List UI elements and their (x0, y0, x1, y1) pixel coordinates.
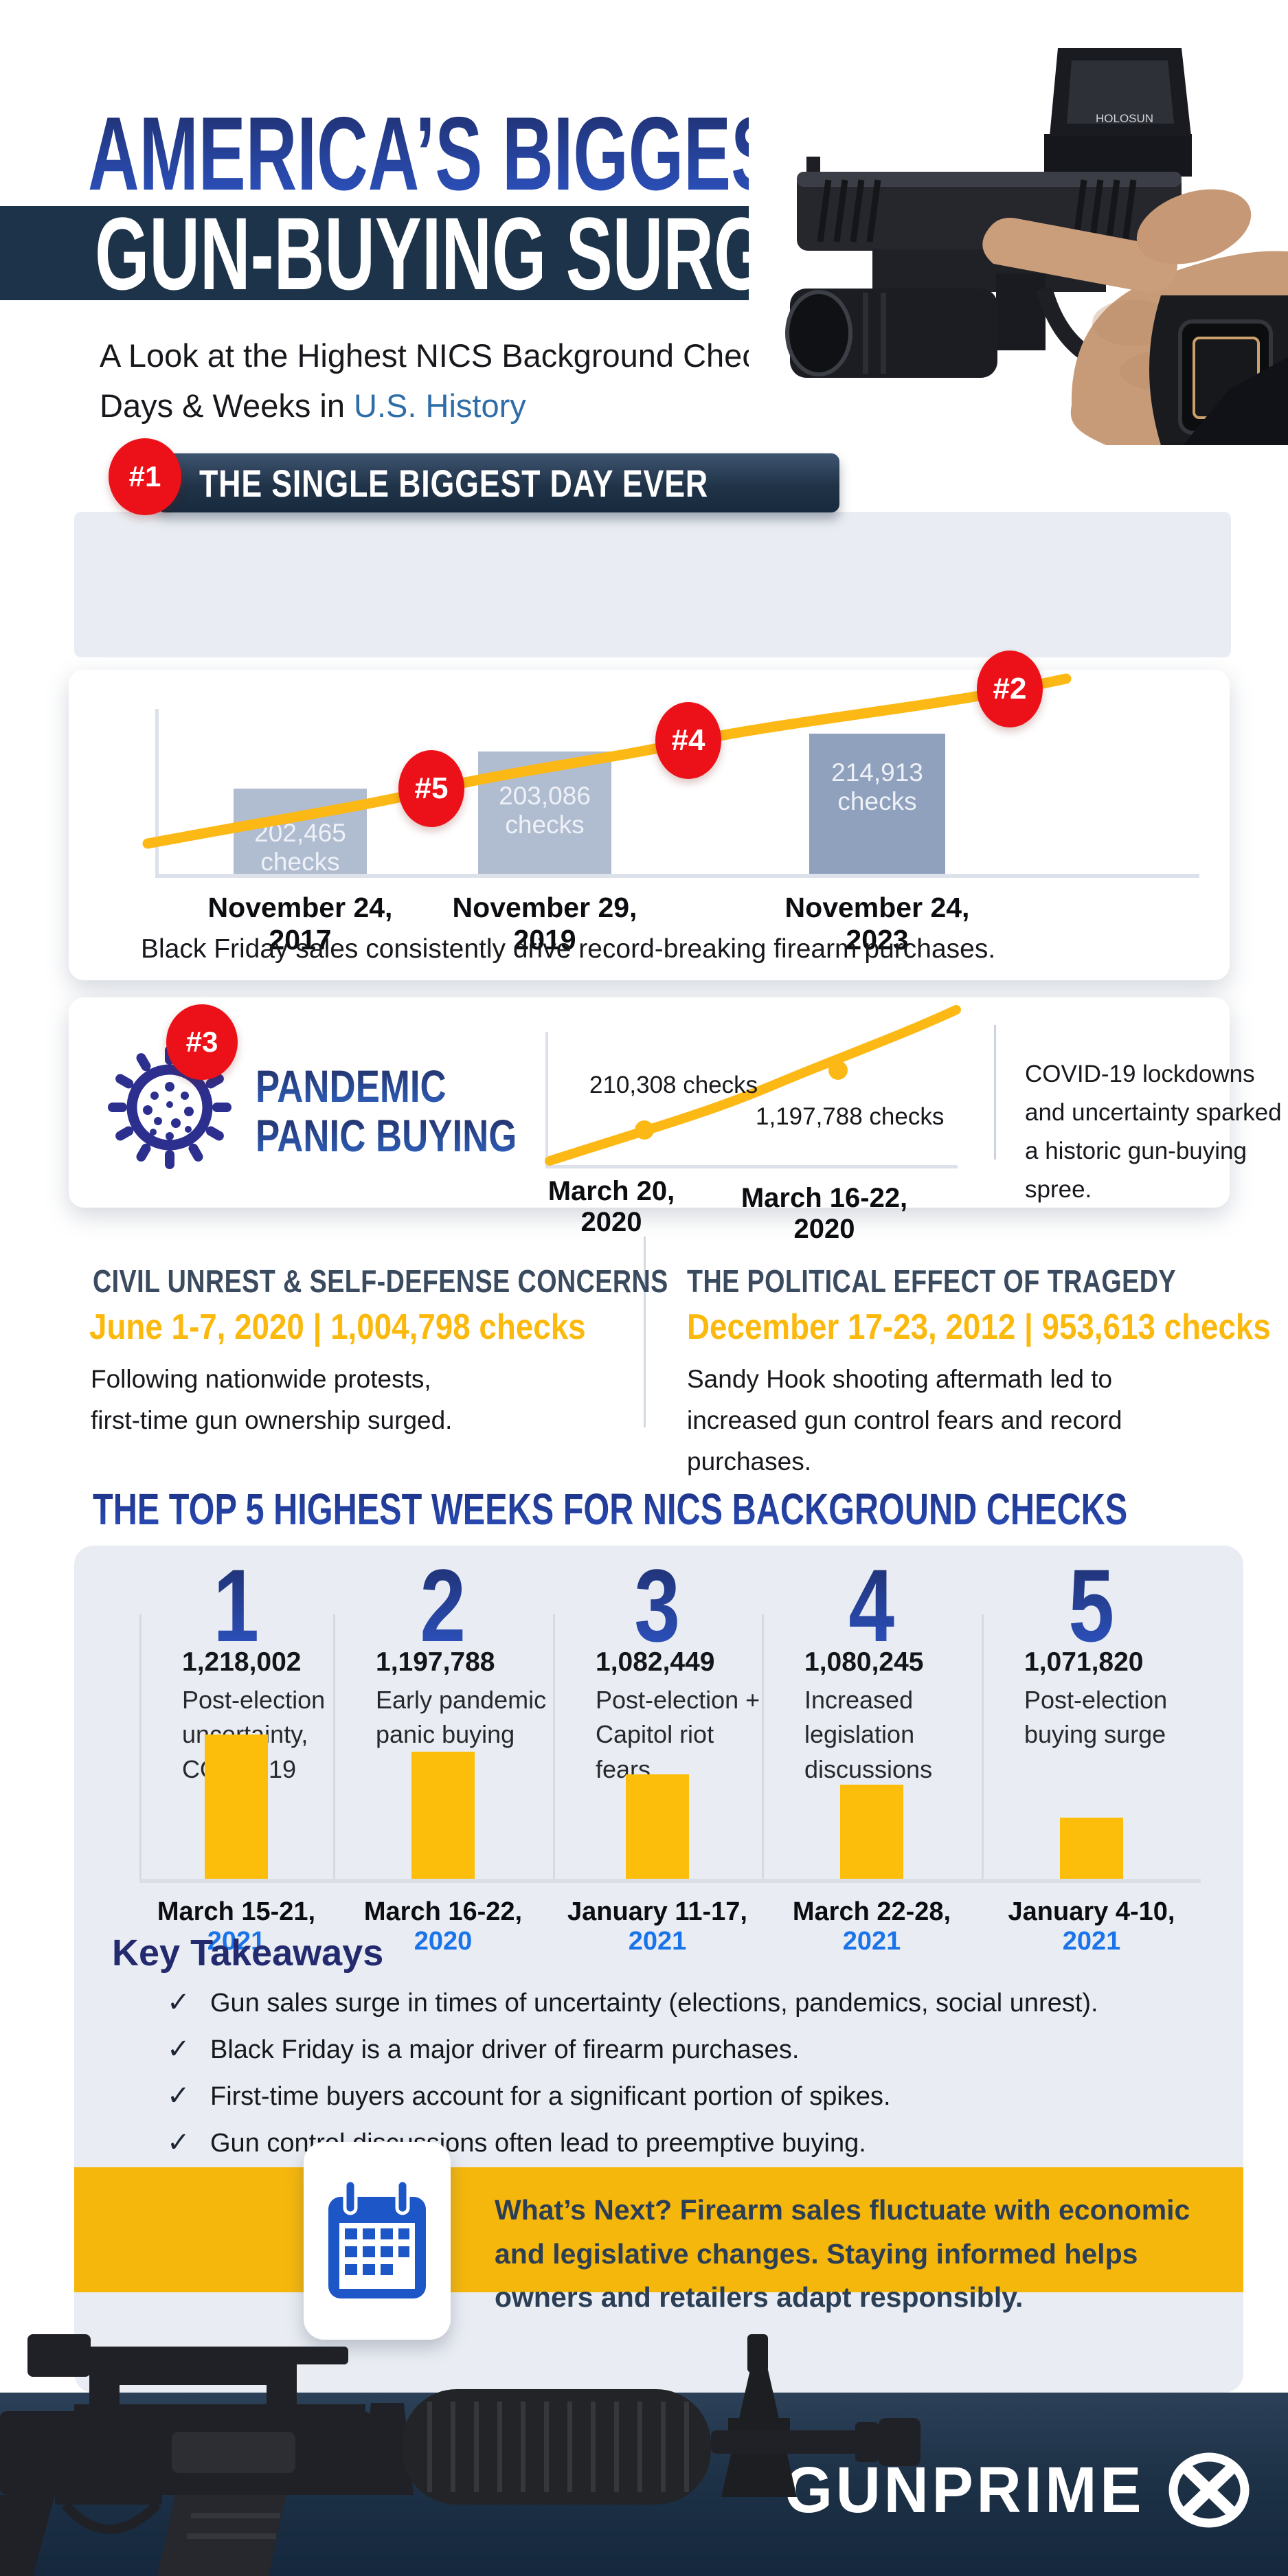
pan-point-label-2: 1,197,788 checks (756, 1103, 945, 1130)
bf-bar-label: 203,086 checks (499, 782, 591, 839)
top5-date-5: January 4-10, 2021 (1008, 1897, 1175, 1956)
column-separator (333, 1614, 335, 1880)
top5-date-4: March 22-28, 2021 (792, 1897, 951, 1956)
top5-desc-3: Post-election + Capitol riot fears (596, 1686, 760, 1783)
top5-date-1: March 15-21, 2021 (157, 1897, 316, 1956)
brand-crosshair-icon (1168, 2452, 1250, 2528)
bf-bar-2023 (809, 734, 945, 874)
virus-icon (108, 1046, 231, 1169)
pan-date-1: March 20, 2020 (547, 1176, 675, 1237)
top5-rank-1: 1 (213, 1548, 260, 1663)
top5-rank-2: 2 (420, 1548, 466, 1663)
check-icon: ✓ (167, 1987, 190, 2018)
bf-bar-2017 (234, 789, 367, 874)
top5-rank-4: 4 (848, 1548, 895, 1663)
subtitle-highlight: U.S. History (354, 387, 526, 424)
civil-unrest-description: Following nationwide protests, first-tim… (91, 1365, 453, 1434)
column-separator (553, 1614, 555, 1880)
top5-title: THE TOP 5 HIGHEST WEEKS FOR NICS BACKGRO… (93, 1484, 1128, 1534)
whats-next-text: What’s Next? Firearm sales fluctuate wit… (495, 2194, 1190, 2314)
top5-desc-5: Post-election buying surge (1024, 1686, 1168, 1749)
bf-y-axis (155, 709, 159, 878)
takeaway-item: First-time buyers account for a signific… (210, 2082, 891, 2111)
top5-desc-4: Increased legislation discussions (804, 1686, 933, 1783)
rank-badge-4: #4 (655, 702, 721, 779)
bf-date-2019: November 29, 2019 (452, 892, 637, 956)
page-subtitle: A Look at the Highest NICS Background Ch… (100, 337, 775, 424)
civil-unrest-stat: June 1-7, 2020 | 1,004,798 checks (89, 1307, 586, 1347)
bf-trend-line (142, 673, 1072, 849)
calendar-icon (328, 2180, 426, 2298)
top5-date-3: January 11-17, 2021 (567, 1897, 747, 1956)
whats-next-banner (74, 2167, 1243, 2292)
pan-point-label-1: 210,308 checks (589, 1072, 758, 1098)
pan-x-axis (545, 1165, 958, 1168)
top5-value-3: 1,082,449 (596, 1647, 715, 1677)
divider (644, 1236, 646, 1427)
biggest-day-card (74, 512, 1231, 657)
bf-bar-label: 214,913 checks (831, 758, 923, 815)
top5-date-2: March 16-22, 2020 (363, 1897, 523, 1956)
civil-unrest-heading: CIVIL UNREST & SELF-DEFENSE CONCERNS (93, 1263, 668, 1299)
top5-value-2: 1,197,788 (376, 1647, 495, 1677)
key-takeaways-title: Key Takeaways (112, 1932, 384, 1974)
top5-bar-2 (411, 1752, 475, 1879)
rank-badge-1: #1 (109, 438, 181, 515)
top5-bar-3 (626, 1774, 689, 1879)
tragedy-description: Sandy Hook shooting aftermath led to inc… (687, 1365, 1122, 1476)
rifle-photo (0, 2322, 920, 2576)
bf-date-2023: November 24, 2023 (784, 892, 970, 956)
top5-rank-5: 5 (1068, 1548, 1115, 1663)
pan-date-2: March 16-22, 2020 (741, 1183, 908, 1244)
top5-value-1: 1,218,002 (182, 1647, 302, 1677)
takeaway-item: Gun sales surge in times of uncertainty … (210, 1989, 1098, 2018)
column-separator (139, 1614, 142, 1880)
bf-caption: Black Friday sales consistently drive re… (141, 934, 996, 964)
brand-name: GUNPRIME (784, 2453, 1145, 2527)
column-separator (982, 1614, 984, 1880)
bf-date-2017: November 24, 2017 (207, 892, 393, 956)
top5-bar-4 (840, 1785, 903, 1879)
top5-value-4: 1,080,245 (804, 1647, 924, 1677)
rank-badge-2: #2 (977, 651, 1043, 727)
pandemic-note: COVID-19 lockdowns and uncertainty spark… (1025, 1061, 1282, 1203)
pandemic-title-line1: PANDEMIC (256, 1061, 447, 1111)
pandemic-title-line2: PANIC BUYING (256, 1110, 517, 1161)
calendar-card (304, 2142, 451, 2340)
pan-line-chart (545, 1005, 961, 1166)
column-separator (762, 1614, 764, 1880)
check-icon: ✓ (167, 2127, 190, 2158)
pandemic-card (69, 997, 1230, 1208)
takeaway-item: Black Friday is a major driver of firear… (210, 2035, 800, 2064)
top5-bar-5 (1060, 1818, 1123, 1879)
bf-x-axis (155, 874, 1199, 878)
svg-text:HOLOSUN: HOLOSUN (1096, 112, 1153, 125)
page-title-line1: AMERICA’S BIGGEST (88, 95, 822, 212)
pistol-photo: HOLOSUN (749, 0, 1288, 445)
top5-desc-2: Early pandemic panic buying (376, 1686, 547, 1749)
divider (994, 1025, 996, 1160)
top5-baseline (139, 1879, 1201, 1883)
page-title-line2: GUN-BUYING SURGES (95, 195, 862, 311)
brand-logo: GUNPRIME (728, 2445, 1250, 2535)
pan-y-axis (545, 1032, 548, 1168)
rank-badge-3: #3 (166, 1004, 238, 1080)
tragedy-stat: December 17-23, 2012 | 953,613 checks (687, 1307, 1271, 1347)
tragedy-heading: THE POLITICAL EFFECT OF TRAGEDY (687, 1263, 1176, 1299)
top5-rank-3: 3 (634, 1548, 681, 1663)
check-icon: ✓ (167, 2034, 190, 2064)
biggest-day-banner: THE SINGLE BIGGEST DAY EVER (157, 453, 839, 512)
top5-value-5: 1,071,820 (1024, 1647, 1144, 1677)
rank-badge-5: #5 (398, 750, 464, 827)
top5-bar-1 (205, 1735, 268, 1879)
check-icon: ✓ (167, 2081, 190, 2111)
